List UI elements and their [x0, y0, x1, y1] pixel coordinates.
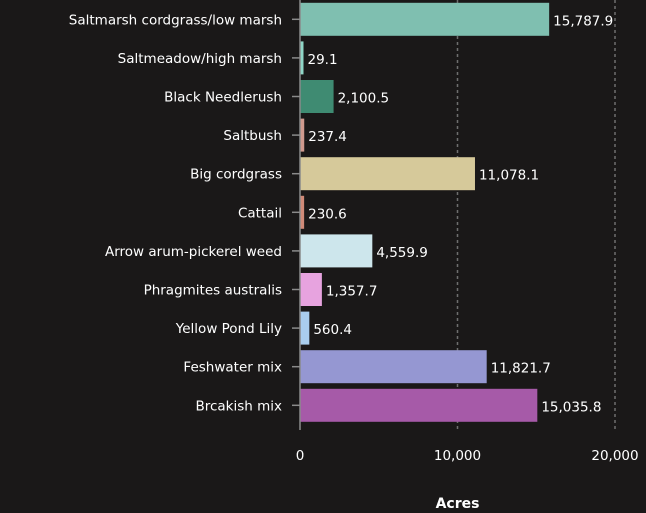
category-label: Saltbush	[223, 128, 282, 144]
category-label: Saltmeadow/high marsh	[118, 51, 282, 67]
bar[interactable]	[300, 234, 373, 268]
value-label: 4,559.9	[376, 245, 428, 261]
category-label: Black Needlerush	[164, 90, 282, 106]
x-tick-label: 0	[296, 448, 305, 464]
bar[interactable]	[300, 350, 487, 384]
bars	[300, 2, 550, 422]
category-label: Saltmarsh cordgrass/low marsh	[69, 12, 282, 28]
category-label: Big cordgrass	[190, 167, 282, 183]
value-label: 230.6	[308, 206, 347, 222]
bar[interactable]	[300, 273, 322, 306]
value-label: 560.4	[313, 322, 352, 338]
category-label: Feshwater mix	[183, 360, 282, 376]
value-labels: 15,787.9 29.1 2,100.5 237.4 11,078.1 230.6 4,5…	[308, 13, 614, 415]
category-label: Yellow Pond Lily	[175, 321, 282, 337]
category-labels: Saltmarsh cordgrass/low marsh Saltmeadow/…	[69, 12, 282, 414]
bar[interactable]	[300, 2, 550, 36]
value-label: 1,357.7	[326, 284, 378, 300]
bar[interactable]	[300, 80, 334, 113]
category-label: Phragmites australis	[144, 283, 282, 299]
x-axis-title: Acres	[436, 496, 480, 512]
category-label: Brcakish mix	[195, 398, 282, 414]
value-label: 11,078.1	[479, 168, 539, 184]
category-label: Arrow arum-pickerel weed	[105, 244, 282, 260]
value-label: 15,787.9	[553, 13, 613, 29]
y-ticks	[292, 18, 300, 407]
bar[interactable]	[300, 388, 538, 422]
x-tick-labels: 0 10,000 20,000	[296, 448, 639, 464]
x-tick-label: 10,000	[434, 448, 481, 464]
bar[interactable]	[300, 118, 305, 152]
bar[interactable]	[300, 195, 305, 229]
bar[interactable]	[300, 157, 475, 191]
category-label: Cattail	[238, 205, 282, 221]
value-label: 2,100.5	[338, 91, 390, 107]
value-label: 237.4	[308, 129, 347, 145]
x-tick-label: 20,000	[591, 448, 638, 464]
value-label: 11,821.7	[491, 361, 551, 377]
value-label: 15,035.8	[541, 399, 601, 415]
bar[interactable]	[300, 311, 310, 345]
bar[interactable]	[300, 41, 304, 75]
value-label: 29.1	[308, 52, 338, 68]
